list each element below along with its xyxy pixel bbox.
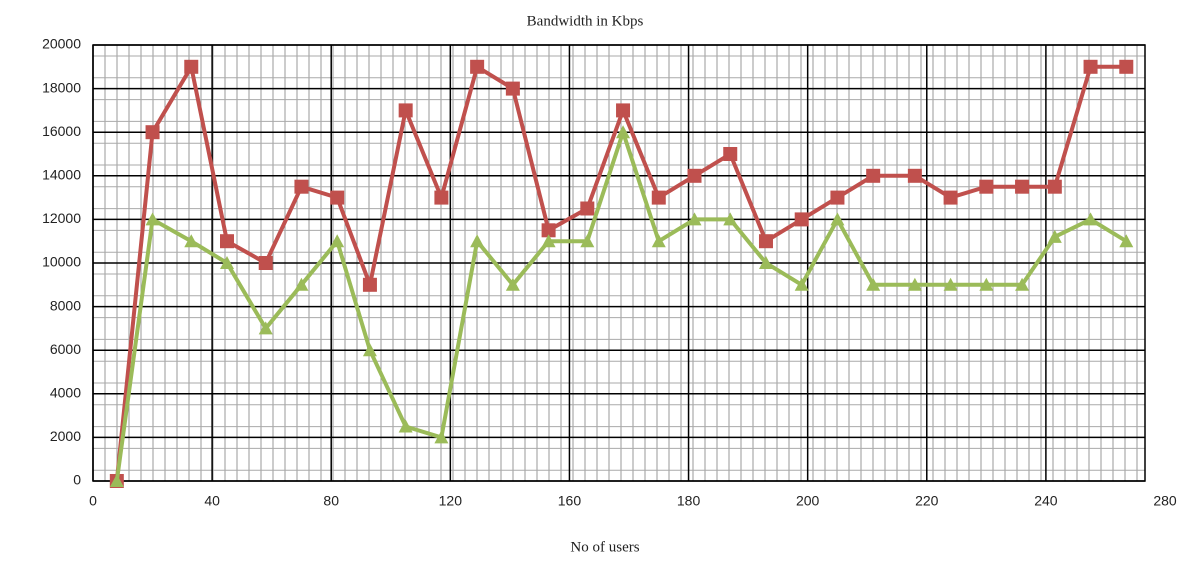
- marker: [1015, 277, 1030, 291]
- marker: [830, 190, 845, 205]
- x-tick-label: 220: [915, 493, 939, 509]
- marker: [979, 277, 994, 291]
- y-tick-label: 16000: [42, 123, 81, 139]
- marker: [1047, 179, 1062, 194]
- marker: [505, 81, 520, 96]
- x-tick-label: 40: [204, 493, 220, 509]
- chart-title: Bandwidth in Kbps: [527, 13, 644, 29]
- marker: [794, 277, 809, 291]
- y-tick-label: 12000: [42, 210, 81, 226]
- marker: [145, 125, 160, 140]
- marker: [398, 419, 413, 433]
- marker: [1083, 59, 1098, 74]
- y-tick-label: 0: [73, 472, 81, 488]
- marker: [434, 430, 449, 444]
- marker: [1047, 229, 1062, 243]
- marker: [362, 343, 377, 357]
- x-tick-label: 80: [323, 493, 339, 509]
- marker: [1083, 212, 1098, 226]
- marker: [866, 277, 881, 291]
- marker: [758, 234, 773, 249]
- y-tick-label: 14000: [42, 167, 81, 183]
- marker: [616, 103, 631, 118]
- marker: [723, 147, 738, 161]
- marker: [145, 212, 160, 226]
- marker: [907, 168, 922, 183]
- marker: [505, 277, 520, 291]
- marker: [541, 234, 556, 248]
- marker: [470, 234, 485, 248]
- marker: [294, 277, 309, 291]
- marker: [1119, 59, 1134, 74]
- marker: [1015, 179, 1030, 194]
- marker: [330, 234, 345, 248]
- x-tick-label: 280: [1153, 493, 1177, 509]
- x-tick-label: 160: [558, 493, 582, 509]
- y-tick-label: 20000: [42, 36, 81, 52]
- marker: [616, 125, 631, 139]
- y-tick-label: 4000: [50, 385, 81, 401]
- marker: [943, 277, 958, 291]
- marker: [220, 234, 234, 249]
- x-axis-label: No of users: [570, 539, 639, 555]
- marker: [580, 201, 595, 216]
- marker: [794, 212, 809, 227]
- marker: [330, 190, 345, 205]
- marker: [723, 212, 738, 226]
- marker: [758, 256, 773, 269]
- marker: [362, 277, 377, 292]
- marker: [943, 190, 958, 205]
- y-tick-label: 18000: [42, 79, 81, 95]
- marker: [651, 190, 666, 205]
- marker: [470, 59, 485, 74]
- marker: [258, 321, 273, 335]
- x-tick-label: 180: [677, 493, 701, 509]
- marker: [580, 234, 595, 248]
- marker: [979, 179, 994, 194]
- marker: [398, 103, 413, 118]
- marker: [1119, 234, 1134, 248]
- y-tick-label: 8000: [50, 297, 81, 313]
- x-tick-label: 200: [796, 493, 820, 509]
- marker: [109, 474, 124, 487]
- y-tick-label: 2000: [50, 428, 81, 444]
- marker: [541, 223, 556, 238]
- marker: [184, 59, 199, 74]
- marker: [866, 168, 881, 183]
- x-tick-label: 0: [89, 493, 97, 509]
- plot-frame: [92, 44, 1146, 482]
- marker: [220, 256, 234, 269]
- marker: [687, 212, 702, 226]
- marker: [830, 212, 845, 226]
- marker: [258, 256, 273, 270]
- x-tick-label: 120: [439, 493, 463, 509]
- y-tick-label: 10000: [42, 254, 81, 270]
- marker: [184, 234, 199, 248]
- marker: [651, 234, 666, 248]
- marker: [687, 168, 702, 183]
- marker: [907, 277, 922, 291]
- x-tick-label: 240: [1034, 493, 1058, 509]
- marker: [294, 179, 309, 194]
- y-tick-label: 6000: [50, 341, 81, 357]
- marker: [434, 190, 449, 205]
